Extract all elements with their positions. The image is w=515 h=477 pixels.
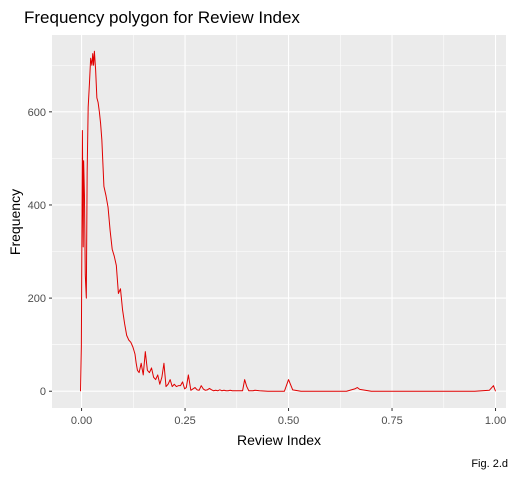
minor-gridlines: [52, 35, 506, 408]
x-axis-title: Review Index: [237, 432, 321, 448]
x-tick-label: 0.75: [381, 415, 402, 427]
plot-panel: [52, 35, 506, 408]
axis-ticks: [49, 111, 497, 411]
y-tick-label: 400: [28, 200, 46, 212]
y-tick-label: 0: [40, 386, 46, 398]
x-tick-label: 1.00: [485, 415, 506, 427]
y-tick-label: 600: [28, 107, 46, 119]
x-tick-label: 0.25: [174, 415, 195, 427]
y-axis-title: Frequency: [7, 189, 23, 255]
y-tick-label: 200: [28, 293, 46, 305]
x-tick-label: 0.50: [278, 415, 299, 427]
series-line-review-index: [80, 50, 496, 392]
x-tick-label: 0.00: [71, 415, 92, 427]
chart-title: Frequency polygon for Review Index: [24, 8, 300, 27]
x-tick-labels: 0.00 0.25 0.50 0.75 1.00: [71, 415, 506, 427]
figure-caption: Fig. 2.d: [471, 458, 508, 470]
y-tick-labels: 0 200 400 600: [28, 107, 46, 398]
